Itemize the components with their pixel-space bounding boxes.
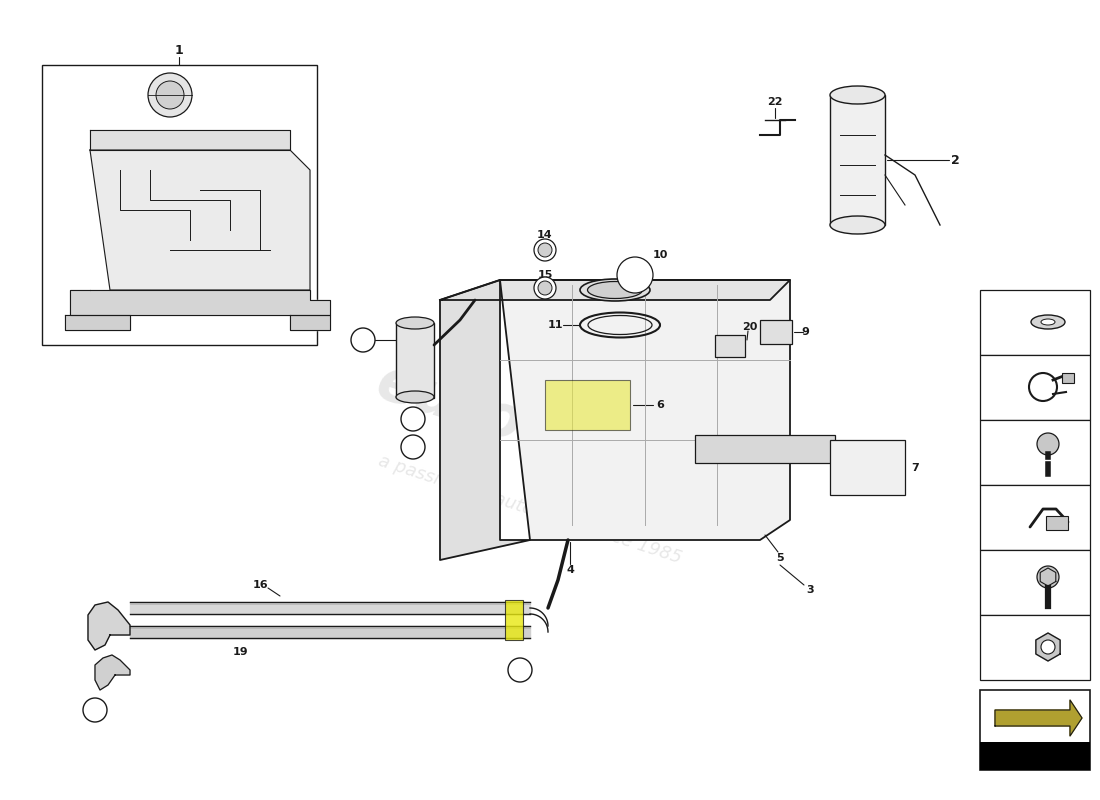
- Ellipse shape: [830, 216, 886, 234]
- Text: 9: 9: [801, 327, 808, 337]
- Bar: [980, 690, 1090, 770]
- Text: 17: 17: [989, 446, 1006, 458]
- Polygon shape: [290, 315, 330, 330]
- Bar: [980, 355, 1090, 420]
- Bar: [396, 323, 435, 398]
- Polygon shape: [88, 602, 130, 650]
- Text: 3: 3: [806, 585, 814, 595]
- Text: 15: 15: [989, 510, 1006, 523]
- Bar: [1046, 516, 1068, 530]
- Ellipse shape: [396, 391, 435, 403]
- Circle shape: [148, 73, 192, 117]
- Text: 14: 14: [537, 230, 553, 240]
- Text: 6: 6: [656, 400, 664, 410]
- Text: 5: 5: [777, 553, 784, 563]
- Circle shape: [1041, 640, 1055, 654]
- Text: 2: 2: [950, 154, 959, 166]
- Ellipse shape: [580, 279, 650, 301]
- Text: 11: 11: [548, 320, 563, 330]
- Bar: [980, 290, 1090, 355]
- Ellipse shape: [830, 86, 886, 104]
- Text: 17: 17: [88, 705, 102, 715]
- Circle shape: [538, 281, 552, 295]
- Circle shape: [1037, 433, 1059, 455]
- Polygon shape: [440, 280, 530, 560]
- Text: 12: 12: [355, 335, 371, 345]
- Circle shape: [402, 407, 425, 431]
- Polygon shape: [70, 290, 330, 315]
- Text: 21: 21: [406, 414, 420, 424]
- Bar: [980, 742, 1090, 770]
- Circle shape: [617, 257, 653, 293]
- Text: 8: 8: [846, 444, 854, 454]
- Ellipse shape: [396, 317, 435, 329]
- Circle shape: [156, 81, 184, 109]
- Text: 201 03: 201 03: [1005, 749, 1064, 763]
- Bar: [830, 440, 905, 495]
- Text: 10: 10: [652, 250, 668, 260]
- Text: 4: 4: [566, 565, 574, 575]
- Bar: [715, 335, 745, 357]
- Circle shape: [402, 435, 425, 459]
- Bar: [695, 435, 835, 463]
- Circle shape: [351, 328, 375, 352]
- Circle shape: [538, 243, 552, 257]
- Text: euroParts: euroParts: [370, 354, 691, 506]
- Text: 13: 13: [989, 641, 1006, 654]
- Text: 18: 18: [989, 381, 1006, 394]
- Ellipse shape: [1041, 319, 1055, 325]
- Bar: [980, 550, 1090, 615]
- Circle shape: [1037, 566, 1059, 588]
- Ellipse shape: [1031, 315, 1065, 329]
- Text: 18: 18: [513, 665, 527, 675]
- Text: 15: 15: [537, 270, 552, 280]
- Polygon shape: [1036, 633, 1060, 661]
- Text: 1: 1: [175, 45, 184, 58]
- Bar: [760, 320, 792, 344]
- Ellipse shape: [587, 282, 642, 298]
- Bar: [830, 95, 886, 225]
- Text: 14: 14: [989, 575, 1006, 589]
- Bar: [980, 485, 1090, 550]
- Polygon shape: [500, 280, 790, 540]
- Bar: [980, 420, 1090, 485]
- Text: 21: 21: [989, 315, 1006, 329]
- Bar: [544, 380, 630, 430]
- Circle shape: [534, 239, 556, 261]
- Polygon shape: [440, 280, 790, 300]
- Bar: [980, 615, 1090, 680]
- Circle shape: [508, 658, 532, 682]
- Circle shape: [534, 277, 556, 299]
- Polygon shape: [90, 150, 310, 290]
- Circle shape: [82, 698, 107, 722]
- Polygon shape: [65, 315, 130, 330]
- Bar: [505, 600, 522, 640]
- Text: 22: 22: [768, 97, 783, 107]
- Bar: [42, 65, 317, 345]
- Bar: [1062, 373, 1074, 383]
- Text: 7: 7: [911, 463, 918, 473]
- Polygon shape: [996, 700, 1082, 736]
- Text: 19: 19: [232, 647, 248, 657]
- Polygon shape: [90, 130, 290, 150]
- Text: a passion for auto parts since 1985: a passion for auto parts since 1985: [376, 452, 684, 568]
- Text: 20: 20: [742, 322, 758, 332]
- Text: 16: 16: [252, 580, 267, 590]
- Polygon shape: [95, 655, 130, 690]
- Text: 13: 13: [406, 442, 420, 452]
